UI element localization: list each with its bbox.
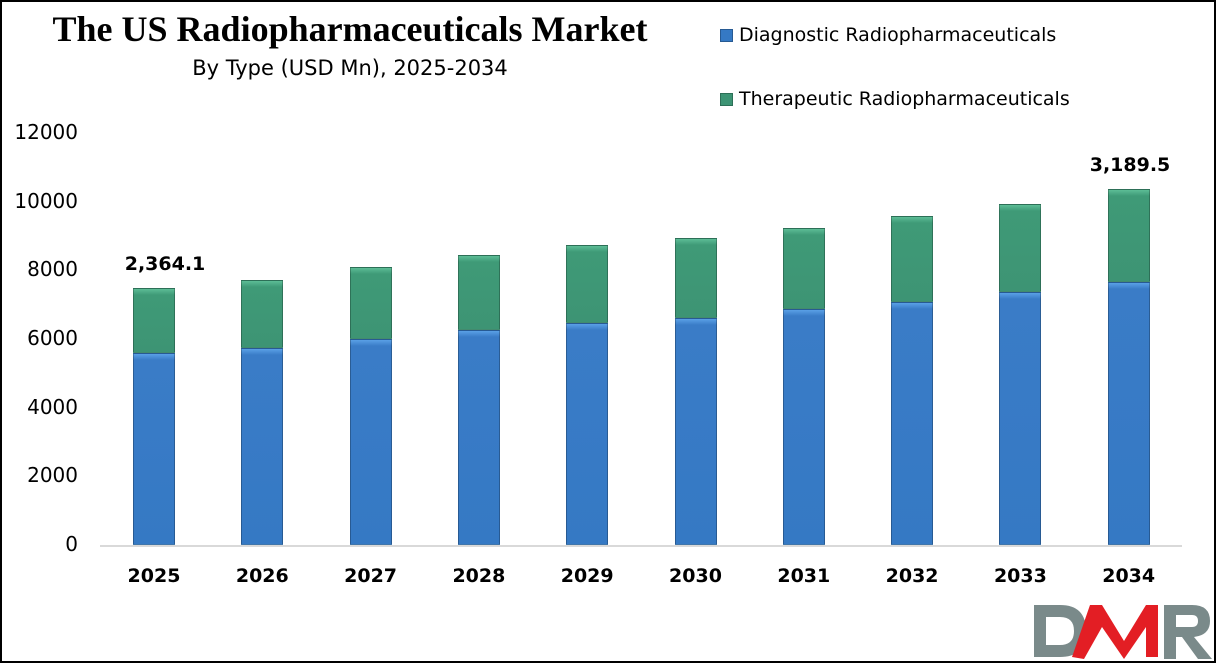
x-tick-label: 2025 bbox=[127, 565, 181, 587]
bar-segment-therapeutic bbox=[782, 228, 825, 310]
bar-segment-diagnostic bbox=[674, 318, 717, 545]
y-tick-label: 0 bbox=[65, 532, 78, 556]
bar-segment-diagnostic bbox=[1107, 281, 1150, 545]
y-tick-label: 2000 bbox=[27, 463, 78, 488]
bar-2029 bbox=[566, 244, 609, 545]
bar-segment-therapeutic bbox=[891, 216, 934, 302]
x-tick-label: 2033 bbox=[993, 565, 1047, 587]
legend-label: Diagnostic Radiopharmaceuticals bbox=[739, 24, 1057, 46]
bar-2032 bbox=[891, 216, 934, 545]
bar-2028 bbox=[457, 254, 500, 545]
legend-item-therapeutic: Therapeutic Radiopharmaceuticals bbox=[720, 88, 1070, 110]
bar-segment-therapeutic bbox=[133, 287, 175, 354]
bar-segment-therapeutic bbox=[674, 238, 717, 319]
bar-segment-diagnostic bbox=[999, 291, 1042, 545]
bar-segment-therapeutic bbox=[241, 279, 284, 348]
y-tick-label: 10000 bbox=[14, 188, 78, 213]
x-tick-label: 2026 bbox=[235, 565, 289, 587]
x-tick-label: 2028 bbox=[452, 565, 506, 587]
legend-item-diagnostic: Diagnostic Radiopharmaceuticals bbox=[720, 24, 1056, 46]
x-tick-label: 2032 bbox=[885, 565, 939, 587]
bar-segment-therapeutic bbox=[457, 254, 500, 331]
bar-2026 bbox=[241, 279, 284, 545]
dmr-logo-icon bbox=[1034, 605, 1212, 659]
x-tick-label: 2034 bbox=[1102, 565, 1156, 587]
bar-segment-diagnostic bbox=[133, 353, 175, 545]
x-tick-label: 2030 bbox=[669, 565, 722, 587]
data-label-2025: 2,364.1 bbox=[124, 253, 206, 275]
bar-segment-diagnostic bbox=[566, 322, 609, 545]
bar-segment-diagnostic bbox=[457, 330, 500, 545]
y-tick-label: 6000 bbox=[27, 326, 78, 350]
bar-2025 bbox=[133, 287, 175, 545]
legend-swatch-therapeutic-icon bbox=[720, 92, 733, 106]
bar-segment-diagnostic bbox=[349, 338, 392, 545]
bar-2027 bbox=[349, 266, 392, 545]
y-tick-label: 4000 bbox=[27, 394, 78, 419]
bar-segment-diagnostic bbox=[782, 309, 825, 545]
legend-label: Therapeutic Radiopharmaceuticals bbox=[739, 88, 1070, 110]
bar-segment-therapeutic bbox=[349, 266, 392, 339]
y-tick-label: 12000 bbox=[14, 120, 78, 144]
data-label-2034: 3,189.5 bbox=[1089, 154, 1171, 176]
x-tick-label: 2029 bbox=[560, 565, 614, 587]
chart-subtitle: By Type (USD Mn), 2025-2034 bbox=[192, 56, 508, 80]
bar-segment-therapeutic bbox=[1107, 188, 1150, 282]
bar-2031 bbox=[782, 228, 825, 545]
bar-segment-diagnostic bbox=[891, 301, 934, 545]
y-tick-label: 8000 bbox=[27, 257, 78, 282]
bar-segment-therapeutic bbox=[999, 204, 1042, 292]
x-axis-line bbox=[100, 545, 1182, 547]
bar-2034 bbox=[1107, 188, 1150, 545]
chart-title: The US Radiopharmaceuticals Market bbox=[52, 9, 648, 49]
legend-swatch-diagnostic-icon bbox=[720, 28, 733, 42]
bar-segment-diagnostic bbox=[241, 347, 284, 545]
bar-segment-therapeutic bbox=[566, 244, 609, 323]
x-tick-label: 2031 bbox=[777, 565, 831, 587]
bar-2033 bbox=[999, 204, 1042, 545]
bar-2030 bbox=[674, 238, 717, 545]
x-tick-label: 2027 bbox=[344, 565, 398, 587]
